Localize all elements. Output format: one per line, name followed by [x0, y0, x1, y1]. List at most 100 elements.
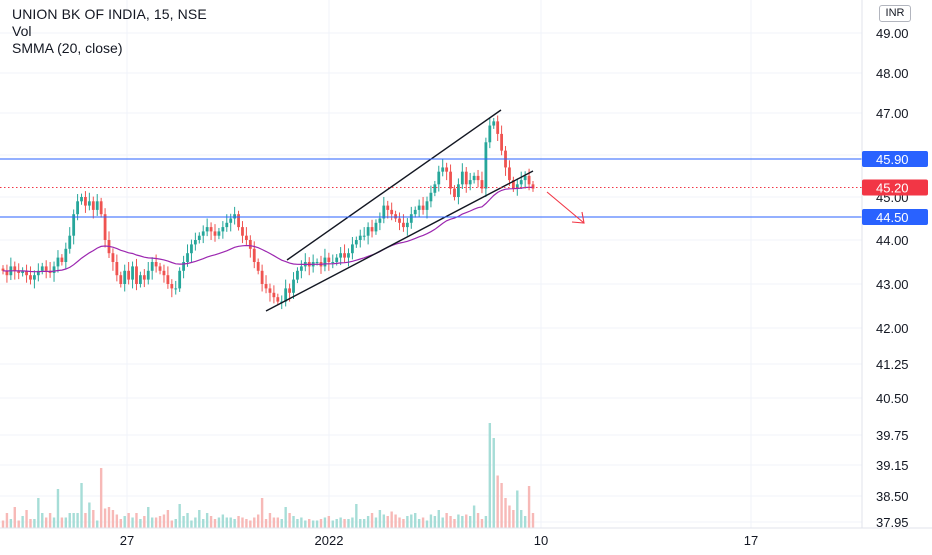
- volume-bar: [158, 516, 162, 528]
- volume-bar: [139, 519, 142, 528]
- volume-bar: [441, 517, 444, 528]
- currency-badge[interactable]: INR: [879, 5, 911, 22]
- candle: [441, 159, 445, 177]
- volume-bar: [245, 519, 248, 528]
- candle: [264, 275, 268, 294]
- candle: [351, 236, 354, 260]
- symbol-title[interactable]: UNION BK OF INDIA, 15, NSE: [12, 6, 207, 22]
- candle: [390, 202, 394, 221]
- volume-bar: [80, 483, 83, 528]
- volume-bar: [457, 514, 460, 528]
- volume-bar: [72, 513, 75, 528]
- candle: [158, 262, 162, 275]
- candle: [413, 206, 417, 218]
- candle: [170, 279, 174, 298]
- candle: [421, 197, 425, 215]
- candle: [339, 247, 343, 266]
- volume-bar: [154, 517, 158, 528]
- volume-bar: [13, 507, 16, 528]
- projection-arrow[interactable]: [546, 191, 585, 224]
- volume-bar: [178, 504, 181, 528]
- volume-bar: [308, 519, 311, 528]
- candle: [307, 257, 311, 276]
- candle: [119, 271, 123, 288]
- volume-bar: [414, 513, 417, 528]
- volume-bar: [437, 510, 440, 528]
- smma-legend[interactable]: SMMA (20, close): [12, 40, 123, 56]
- volume-bar: [398, 517, 401, 528]
- candle: [484, 137, 488, 197]
- candle: [260, 264, 264, 292]
- volume-bar: [527, 486, 531, 528]
- candle: [347, 248, 350, 267]
- volume-bar: [355, 504, 358, 528]
- volume-bar: [523, 516, 527, 528]
- candle: [354, 236, 358, 248]
- volume-bar: [351, 517, 354, 528]
- volume-bar: [500, 483, 503, 528]
- candle: [201, 225, 205, 244]
- candle: [111, 248, 115, 271]
- candle: [248, 235, 252, 258]
- price-axis[interactable]: 49.0048.0047.0045.9045.0044.0043.0042.00…: [0, 0, 932, 530]
- volume-bar: [217, 517, 221, 528]
- chart-legend: UNION BK OF INDIA, 15, NSE Vol SMMA (20,…: [12, 6, 207, 57]
- channel-upper-trendline[interactable]: [286, 109, 502, 261]
- volume-bar: [190, 520, 193, 528]
- x-tick-label: 17: [744, 533, 758, 548]
- candle: [492, 118, 496, 129]
- candle: [213, 224, 217, 242]
- volume-bar: [480, 519, 484, 528]
- volume-bar: [17, 520, 20, 528]
- volume-bar: [425, 520, 429, 528]
- y-tick-label: 39.15: [876, 458, 909, 473]
- volume-legend[interactable]: Vol: [12, 23, 32, 39]
- volume-bar: [84, 513, 87, 528]
- volume-bar: [92, 510, 95, 528]
- y-tick-label: 38.50: [876, 489, 909, 504]
- volume-bar: [96, 520, 99, 528]
- volume-bar: [186, 513, 189, 528]
- volume-bar: [9, 519, 13, 528]
- candle: [327, 252, 331, 271]
- candle: [123, 264, 127, 292]
- candle: [311, 254, 315, 273]
- candle: [398, 212, 401, 231]
- candle: [523, 171, 527, 189]
- candle: [44, 260, 48, 279]
- volume-bar: [315, 520, 319, 528]
- drawings[interactable]: [0, 109, 862, 312]
- candle: [476, 169, 480, 188]
- volume-bar: [461, 516, 464, 528]
- volume-bar: [327, 516, 331, 528]
- candle: [445, 162, 449, 181]
- volume-bar: [504, 498, 507, 528]
- candle: [343, 244, 346, 263]
- time-axis[interactable]: 27 2022 10 17: [120, 533, 758, 548]
- volume-bar: [25, 510, 28, 528]
- volume-bar: [127, 513, 130, 528]
- candle: [115, 254, 119, 282]
- candle: [453, 185, 456, 201]
- volume-bar: [33, 519, 36, 528]
- candle: [504, 146, 507, 176]
- volume-bar: [468, 516, 472, 528]
- y-tick-label: 42.00: [876, 321, 909, 336]
- volume-bar: [225, 517, 228, 528]
- candle: [193, 232, 197, 251]
- smma-line: [2, 186, 534, 273]
- x-tick-label: 27: [120, 533, 134, 548]
- candle: [331, 254, 335, 269]
- volume-bar: [362, 519, 366, 528]
- volume-bar: [56, 489, 60, 528]
- volume-bar: [417, 519, 421, 528]
- volume-bar: [386, 516, 389, 528]
- channel-lower-trendline[interactable]: [265, 170, 534, 312]
- candle: [366, 222, 370, 245]
- candle: [429, 185, 433, 208]
- candle: [233, 206, 237, 225]
- candle: [76, 194, 79, 221]
- volume-bar: [119, 519, 122, 528]
